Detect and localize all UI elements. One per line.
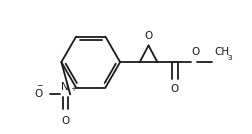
- Text: N: N: [61, 82, 69, 92]
- Text: O: O: [35, 89, 43, 99]
- Text: +: +: [70, 86, 76, 92]
- Text: O: O: [61, 116, 69, 126]
- Text: O: O: [192, 47, 200, 57]
- Text: O: O: [144, 31, 153, 41]
- Text: CH: CH: [214, 47, 229, 57]
- Text: −: −: [36, 81, 43, 90]
- Text: 3: 3: [228, 55, 232, 61]
- Text: O: O: [171, 84, 179, 94]
